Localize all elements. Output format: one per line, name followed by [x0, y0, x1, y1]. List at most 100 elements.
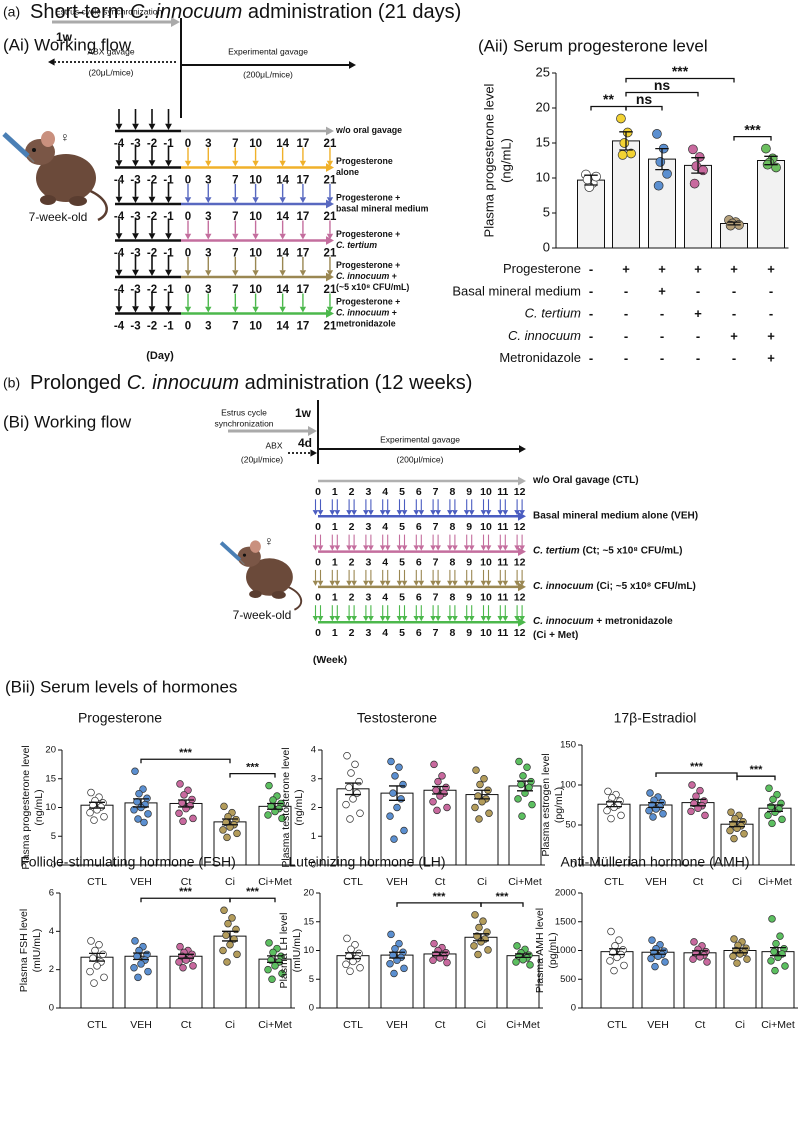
day-label: -1 — [163, 138, 174, 150]
text-run: Progesterone + — [336, 260, 400, 270]
mouse-eye — [242, 553, 247, 557]
table-cell: - — [732, 351, 736, 366]
week-label: 1 — [332, 592, 338, 604]
arrow-head — [363, 616, 369, 622]
arrow-head — [413, 580, 420, 586]
arrow-head — [351, 616, 357, 622]
arrow-head — [430, 616, 436, 622]
arrow-head — [363, 580, 369, 586]
arrow-head — [252, 197, 259, 203]
data-point — [100, 973, 108, 982]
data-point — [651, 962, 659, 971]
chart-title: Anti-Müllerian hormone (AMH) — [560, 854, 749, 870]
significance-bracket — [396, 902, 482, 907]
day-label: -2 — [147, 248, 157, 260]
y-tick-label: 20 — [45, 745, 56, 756]
day-label: 3 — [205, 175, 211, 187]
text-run: C. innocuum — [533, 616, 594, 627]
arrow-head — [346, 510, 352, 516]
row-label: w/o oral gavage — [335, 125, 402, 135]
data-point — [144, 810, 152, 818]
x-tick-label: Ci — [732, 876, 742, 888]
table-cell: - — [589, 261, 593, 276]
arrow-head — [430, 545, 436, 551]
table-cell: - — [732, 306, 736, 321]
x-tick-label: CTL — [343, 876, 363, 888]
data-point — [387, 757, 395, 766]
data-point — [472, 766, 480, 774]
week-label: 4 — [382, 486, 388, 498]
error-bar — [770, 946, 786, 957]
arrow-head — [363, 545, 369, 551]
week-label: 0 — [315, 592, 321, 604]
data-point — [484, 946, 492, 954]
data-point — [512, 958, 520, 966]
day-label: 17 — [297, 248, 310, 260]
error-bar — [473, 933, 489, 942]
data-point — [479, 917, 487, 925]
arrow-head — [148, 269, 156, 276]
bar — [683, 952, 717, 1009]
data-point — [696, 786, 704, 795]
data-point — [606, 957, 614, 965]
text-run: (Ci; ~5 x10⁸ CFU/mL) — [594, 581, 696, 592]
arrow-head — [132, 160, 139, 167]
data-point — [485, 809, 493, 817]
arrow-head — [317, 510, 324, 516]
data-point — [220, 906, 228, 914]
syringe-needle — [239, 559, 245, 565]
error-bar — [133, 952, 149, 961]
x-tick-label: Ct — [695, 1019, 706, 1031]
panel-title: Short-term C. innocuum administration (2… — [30, 1, 461, 23]
data-point — [264, 965, 272, 974]
week-label: 6 — [416, 521, 422, 533]
y-tick-label: 0 — [49, 1003, 54, 1014]
y-tick-label: 50 — [565, 820, 576, 831]
y-tick-label: 0 — [571, 860, 576, 871]
week-label: 12 — [514, 486, 526, 498]
day-label: 0 — [185, 175, 191, 187]
data-point — [134, 973, 142, 982]
arrow-head — [497, 616, 504, 622]
error-bar — [767, 804, 783, 813]
data-point — [223, 958, 231, 966]
data-point — [430, 760, 438, 769]
data-point — [726, 826, 734, 835]
bar — [684, 164, 712, 249]
mouse-eye — [32, 148, 36, 152]
arrow-head — [396, 510, 403, 516]
text-run: (Ci + Met) — [533, 630, 578, 641]
arrow-head — [351, 580, 357, 586]
arrow-head — [463, 545, 470, 551]
y-tick-label: 0 — [309, 1003, 314, 1014]
arrow-head — [115, 306, 123, 313]
table-cell: - — [624, 284, 628, 299]
data-point — [648, 936, 656, 944]
arrow-head — [452, 616, 458, 622]
data-point — [767, 957, 775, 965]
table-row-label: Metronidazole — [499, 351, 581, 366]
data-point — [86, 808, 94, 817]
arrow-head — [447, 580, 453, 586]
arrow-head — [518, 476, 526, 486]
arrow-head — [514, 580, 520, 586]
arrow-head — [435, 510, 441, 516]
bar — [464, 936, 498, 1009]
data-point — [781, 962, 789, 970]
data-point — [733, 959, 741, 967]
week-label: 7 — [433, 556, 439, 568]
data-point — [131, 937, 139, 945]
data-point — [694, 152, 705, 162]
data-point — [689, 178, 700, 189]
data-point — [347, 769, 355, 777]
data-point — [688, 144, 698, 155]
data-point — [652, 129, 662, 139]
table-cell: + — [767, 328, 775, 343]
x-tick-label: Ct — [435, 876, 446, 888]
data-point — [219, 826, 227, 834]
data-point — [346, 815, 354, 823]
week-label: 11 — [497, 486, 508, 498]
table-cell: - — [696, 328, 700, 343]
data-point — [278, 814, 286, 823]
day-label: 14 — [276, 211, 289, 223]
